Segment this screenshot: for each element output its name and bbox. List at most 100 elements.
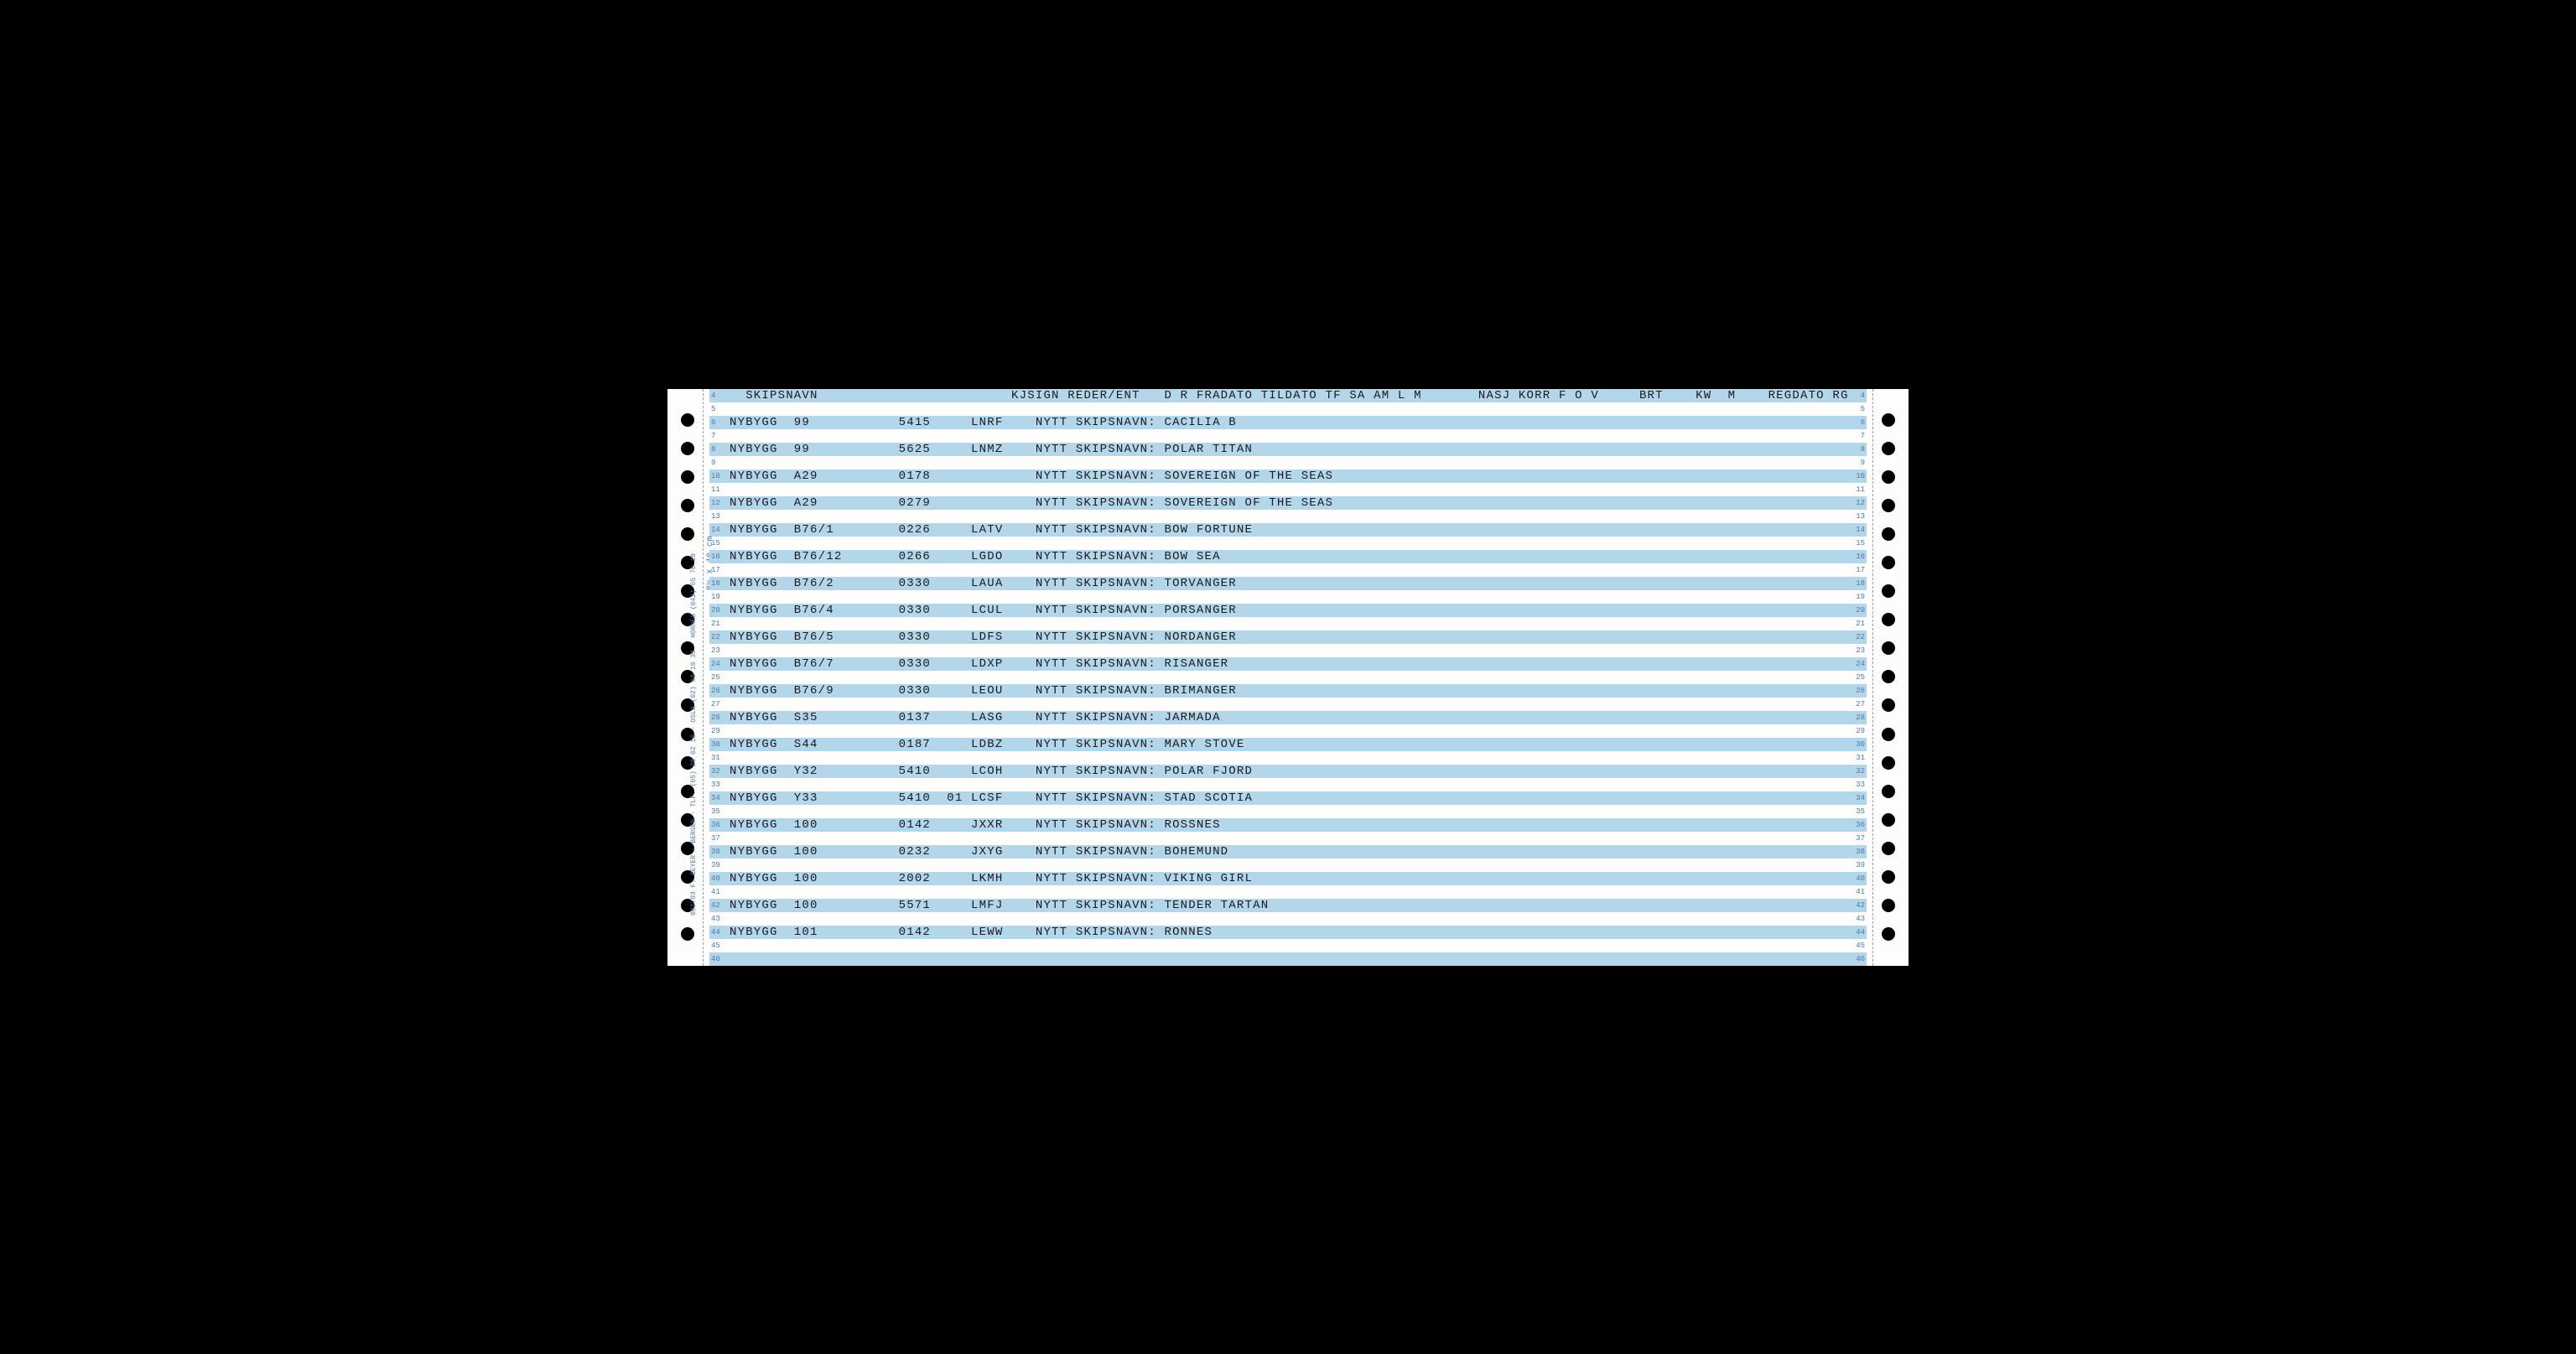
line-number-right: 13 <box>1856 510 1865 523</box>
line-number-left: 28 <box>711 711 720 724</box>
line-number-left: 34 <box>711 791 720 805</box>
data-row: 34NYBYGG Y33 5410 01 LCSF NYTT SKIPSNAVN… <box>709 791 1867 805</box>
data-row: 3939 <box>709 859 1867 872</box>
line-number-right: 24 <box>1856 657 1865 671</box>
sprocket-hole <box>1882 813 1895 827</box>
printout-content: 8½ x 40 cm 002793 F. BEYER - BERGEN - TL… <box>709 389 1867 966</box>
sprocket-hole <box>1882 899 1895 912</box>
row-text: NYBYGG 99 5415 LNRF NYTT SKIPSNAVN: CACI… <box>730 416 1237 429</box>
line-number-right: 5 <box>1861 402 1865 416</box>
row-text: NYBYGG 100 0142 JXXR NYTT SKIPSNAVN: ROS… <box>730 818 1221 832</box>
line-number-left: 19 <box>711 590 720 604</box>
data-row: 25 25 <box>709 671 1867 684</box>
line-number-left: 38 <box>711 845 720 859</box>
line-number-right: 18 <box>1856 577 1865 590</box>
data-row: 21 21 <box>709 617 1867 630</box>
line-number-right: 8 <box>1861 443 1865 456</box>
data-row: 37 37 <box>709 832 1867 845</box>
line-number-right: 26 <box>1856 684 1865 698</box>
rows-container: 4 SKIPSNAVN KJSIGN REDER/ENT D R FRADATO… <box>709 389 1867 966</box>
line-number-left: 5 <box>711 402 715 416</box>
row-text: NYBYGG Y32 5410 LCOH NYTT SKIPSNAVN: POL… <box>730 765 1253 778</box>
row-text: NYBYGG 101 0142 LEWW NYTT SKIPSNAVN: RON… <box>730 926 1213 939</box>
data-row: 1313 <box>709 510 1867 523</box>
line-number-right: 27 <box>1856 698 1865 711</box>
line-number-left: 44 <box>711 926 720 939</box>
line-number-right: 6 <box>1861 416 1865 429</box>
line-number-right: 35 <box>1856 805 1865 818</box>
sprocket-hole <box>681 527 694 541</box>
line-number-right: 41 <box>1856 885 1865 899</box>
line-number-left: 46 <box>711 952 720 966</box>
data-row: 2929 <box>709 724 1867 738</box>
data-row: 77 <box>709 429 1867 443</box>
sprocket-hole <box>1882 584 1895 598</box>
line-number-right: 38 <box>1856 845 1865 859</box>
line-number-right: 15 <box>1856 537 1865 550</box>
line-number-left: 32 <box>711 765 720 778</box>
sprocket-hole <box>1882 842 1895 855</box>
data-row: 36 NYBYGG 100 0142 JXXR NYTT SKIPSNAVN: R… <box>709 818 1867 832</box>
line-number-left: 36 <box>711 818 720 832</box>
line-number-right: 33 <box>1856 778 1865 791</box>
sprocket-hole <box>1882 670 1895 683</box>
sprocket-hole <box>1882 470 1895 484</box>
sprocket-hole <box>1882 499 1895 512</box>
row-text: NYBYGG 100 0232 JXYG NYTT SKIPSNAVN: BOH… <box>730 845 1228 859</box>
data-row: 55 <box>709 402 1867 416</box>
line-number-right: 37 <box>1856 832 1865 845</box>
line-number-left: 15 <box>711 537 720 550</box>
line-number-left: 27 <box>711 698 720 711</box>
line-number-right: 19 <box>1856 590 1865 604</box>
row-text: NYBYGG B76/1 0226 LATV NYTT SKIPSNAVN: B… <box>730 523 1253 537</box>
line-number-right: 9 <box>1861 456 1865 469</box>
data-row: 4141 <box>709 885 1867 899</box>
line-number-right: 42 <box>1856 899 1865 912</box>
data-row: 3535 <box>709 805 1867 818</box>
line-number-right: 12 <box>1856 496 1865 510</box>
line-number-right: 21 <box>1856 617 1865 630</box>
data-row: 12 NYBYGG A29 0279 NYTT SKIPSNAVN: SOVERE… <box>709 496 1867 510</box>
line-number-right: 43 <box>1856 912 1865 926</box>
line-number-left: 8 <box>711 443 715 456</box>
line-number-left: 22 <box>711 630 720 644</box>
data-row: 32 NYBYGG Y32 5410 LCOH NYTT SKIPSNAVN: P… <box>709 765 1867 778</box>
continuous-form-paper: 8½ x 40 cm 002793 F. BEYER - BERGEN - TL… <box>667 389 1909 966</box>
line-number-right: 44 <box>1856 926 1865 939</box>
data-row: 2323 <box>709 644 1867 657</box>
line-number-left: 4 <box>711 389 715 402</box>
line-number-left: 24 <box>711 657 720 671</box>
line-number-left: 17 <box>711 563 720 577</box>
header-text: SKIPSNAVN KJSIGN REDER/ENT D R FRADATO T… <box>730 389 1849 402</box>
perforation-left <box>703 389 704 966</box>
line-number-left: 23 <box>711 644 720 657</box>
line-number-left: 25 <box>711 671 720 684</box>
header-row: 4 SKIPSNAVN KJSIGN REDER/ENT D R FRADATO… <box>709 389 1867 402</box>
data-row: 20NYBYGG B76/4 0330 LCUL NYTT SKIPSNAVN:… <box>709 604 1867 617</box>
data-row: 3131 <box>709 751 1867 765</box>
line-number-left: 11 <box>711 483 720 496</box>
data-row: 18NYBYGG B76/2 0330 LAUA NYTT SKIPSNAVN:… <box>709 577 1867 590</box>
line-number-left: 9 <box>711 456 715 469</box>
line-number-right: 36 <box>1856 818 1865 832</box>
line-number-left: 29 <box>711 724 720 738</box>
line-number-left: 37 <box>711 832 720 845</box>
data-row: 40NYBYGG 100 2002 LKMH NYTT SKIPSNAVN: V… <box>709 872 1867 885</box>
sprocket-hole <box>1882 527 1895 541</box>
sprocket-hole <box>1882 756 1895 770</box>
line-number-left: 18 <box>711 577 720 590</box>
line-number-right: 22 <box>1856 630 1865 644</box>
row-text: NYBYGG A29 0279 NYTT SKIPSNAVN: SOVEREIG… <box>730 496 1333 510</box>
line-number-right: 11 <box>1856 483 1865 496</box>
line-number-right: 25 <box>1856 671 1865 684</box>
line-number-right: 30 <box>1856 738 1865 751</box>
line-number-left: 6 <box>711 416 715 429</box>
sprocket-hole <box>1882 556 1895 569</box>
data-row: 26NYBYGG B76/9 0330 LEOU NYTT SKIPSNAVN:… <box>709 684 1867 698</box>
line-number-right: 4 <box>1861 389 1865 402</box>
line-number-left: 21 <box>711 617 720 630</box>
line-number-left: 31 <box>711 751 720 765</box>
manufacturer-label: 002793 F. BEYER - BERGEN - TLF. (05) 28 … <box>690 552 698 915</box>
line-number-right: 20 <box>1856 604 1865 617</box>
data-row: 44 NYBYGG 101 0142 LEWW NYTT SKIPSNAVN: R… <box>709 926 1867 939</box>
